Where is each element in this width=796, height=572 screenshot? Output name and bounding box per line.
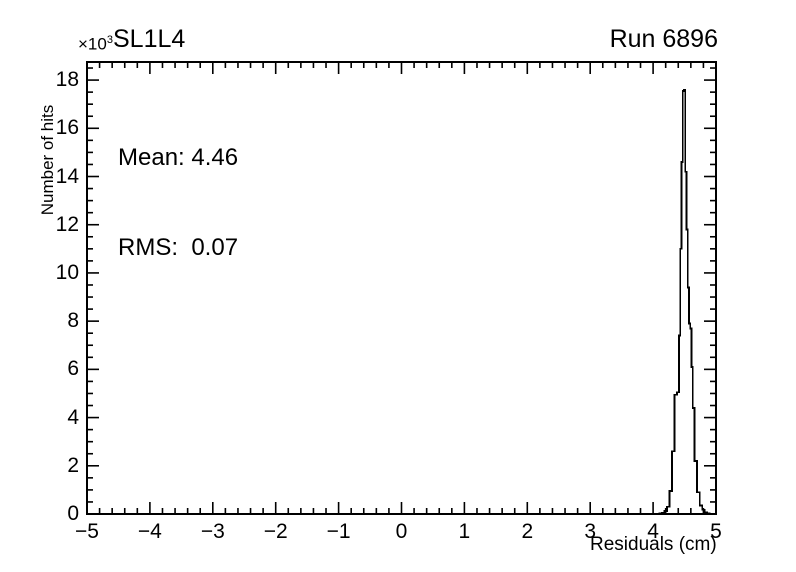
plot-frame [86, 61, 717, 515]
y-axis-exponent: ×103 [78, 34, 113, 55]
y-axis-exponent-base: ×10 [78, 34, 107, 54]
x-tick-label: 2 [521, 520, 534, 543]
stats-mean: Mean: 4.46 [118, 144, 239, 171]
x-tick-label: 0 [395, 520, 408, 543]
y-axis-exponent-power: 3 [106, 34, 113, 46]
x-tick-label: −3 [200, 520, 225, 543]
y-tick-label: 0 [67, 502, 79, 525]
y-tick-label: 2 [67, 453, 79, 477]
y-tick-label: 14 [55, 164, 79, 188]
y-tick-label: 8 [67, 309, 79, 333]
x-tick-label: 3 [584, 520, 597, 543]
y-tick-label: 10 [55, 260, 79, 284]
y-tick-label: 16 [55, 116, 79, 140]
y-tick-label: 18 [55, 68, 79, 92]
y-tick-label: 12 [55, 212, 79, 236]
axis-ticks [86, 62, 717, 515]
y-tick-label: 4 [67, 405, 79, 429]
stats-rms: RMS: 0.07 [118, 234, 239, 261]
histogram-title: SL1L4 [113, 25, 186, 53]
x-tick-label: −1 [326, 520, 351, 543]
x-tick-label: −4 [137, 520, 162, 543]
stats-box: Mean: 4.46 RMS: 0.07 [118, 83, 238, 323]
x-tick-label: 1 [458, 520, 471, 543]
x-axis-title: Residuals (cm) [590, 534, 717, 555]
x-tick-label: −2 [263, 520, 288, 543]
run-label: Run 6896 [609, 25, 718, 53]
x-tick-label: 4 [647, 520, 659, 543]
y-tick-label: 6 [67, 357, 79, 381]
histogram-curve [87, 88, 716, 515]
x-tick-label: 5 [710, 520, 722, 543]
x-tick-label: −5 [75, 520, 99, 543]
